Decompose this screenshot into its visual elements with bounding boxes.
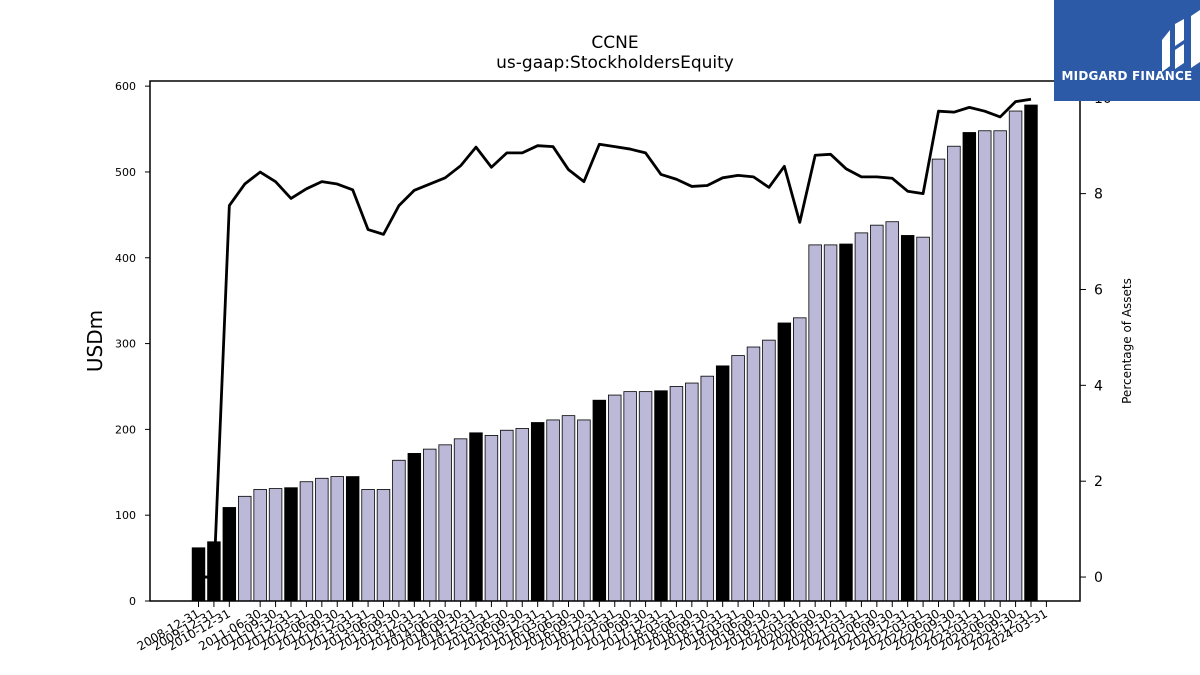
bar-2012-09-30 [330, 476, 344, 602]
bar-2014-06-30 [438, 444, 452, 602]
bar-2018-09-30 [700, 375, 714, 602]
bar-2013-06-30 [376, 489, 391, 602]
bar-2011-09-30 [268, 488, 283, 602]
x-axis: 2008-12-312009-12-312010-12-312011-06-30… [135, 601, 1050, 653]
bar-2011-06-30 [253, 489, 267, 602]
bar-2022-03-31 [916, 236, 930, 602]
line-group [198, 97, 1032, 579]
bar-2012-12-31 [345, 476, 360, 602]
bar-2017-12-31 [654, 390, 668, 602]
bar-2023-06-30 [993, 130, 1007, 602]
bar-2013-09-30 [392, 459, 406, 602]
bar-2021-06-30 [870, 224, 884, 602]
bar-2013-03-31 [361, 489, 375, 602]
bar-2013-12-31 [407, 453, 422, 602]
bar-2015-09-30 [515, 428, 529, 602]
bar-2015-06-30 [500, 429, 514, 602]
y-axis-label: USDm [83, 310, 107, 372]
bar-2008-12-31 [191, 547, 206, 602]
bar-2018-06-30 [685, 382, 699, 602]
bar-2023-09-30 [1008, 110, 1023, 602]
bar-2019-12-31 [777, 322, 792, 602]
y2-tick-label: 0 [1094, 570, 1103, 586]
bar-2021-12-31 [900, 235, 915, 602]
bar-2014-03-31 [423, 448, 437, 602]
bar-2017-09-30 [638, 391, 653, 602]
y2-tick-label: 6 [1094, 282, 1103, 298]
bar-2014-12-31 [469, 432, 483, 602]
bar-2015-03-31 [484, 434, 499, 602]
bar-2011-12-31 [284, 487, 298, 602]
logo-mark-icon [1162, 10, 1200, 72]
y-tick-label: 400 [115, 252, 136, 265]
y-tick-label: 200 [115, 423, 136, 436]
bar-2014-09-30 [453, 438, 468, 602]
bar-2017-03-31 [608, 394, 622, 602]
y-tick-label: 100 [115, 509, 136, 522]
bar-2020-12-31 [839, 243, 853, 602]
bar-2018-12-31 [715, 365, 730, 602]
bar-2019-03-31 [731, 355, 745, 602]
y-tick-label: 0 [129, 595, 136, 608]
bar-2011-03-31 [238, 495, 252, 602]
y-axis: 0 100 200 300 400 500 600 [115, 80, 150, 608]
y2-tick-label: 2 [1094, 474, 1103, 490]
y-tick-label: 600 [115, 80, 136, 93]
bar-2018-03-31 [669, 386, 684, 602]
bar-2022-06-30 [931, 158, 946, 602]
y2-axis-label: Percentage of Assets [1120, 278, 1134, 404]
bar-2015-12-31 [530, 422, 545, 602]
bar-2020-03-31 [793, 317, 807, 602]
y2-tick-label: 8 [1094, 187, 1103, 203]
bar-2019-09-30 [762, 339, 776, 602]
bar-2023-12-31 [1024, 104, 1038, 602]
line-series [198, 97, 1032, 579]
bar-2016-06-30 [561, 415, 576, 602]
bar-2021-09-30 [885, 221, 899, 602]
chart-subtitle: us-gaap:StockholdersEquity [496, 53, 734, 73]
bar-2023-03-31 [978, 130, 992, 602]
y-tick-label: 300 [115, 338, 136, 351]
bar-2022-12-31 [962, 132, 977, 602]
chart-title: CCNE [591, 33, 638, 53]
brand-name: MIDGARD FINANCE [1061, 69, 1193, 83]
bar-2019-06-30 [746, 346, 761, 602]
bar-2016-09-30 [577, 419, 591, 602]
bars-group [191, 104, 1038, 602]
bar-2012-03-31 [299, 481, 314, 602]
bar-2010-12-31 [222, 507, 237, 602]
y2-axis: 0246810 [1080, 91, 1112, 586]
bar-2016-12-31 [592, 399, 607, 602]
bar-2012-06-30 [315, 477, 329, 602]
bar-2021-03-31 [854, 232, 869, 602]
brand-logo: MIDGARD FINANCE [1054, 0, 1200, 101]
bar-2022-09-30 [947, 145, 961, 602]
y2-tick-label: 4 [1094, 378, 1103, 394]
bar-2016-03-31 [546, 419, 560, 602]
bar-2020-09-30 [823, 244, 838, 602]
bar-2020-06-30 [808, 244, 822, 602]
bar-2017-06-30 [623, 391, 637, 602]
y-tick-label: 500 [115, 166, 136, 179]
